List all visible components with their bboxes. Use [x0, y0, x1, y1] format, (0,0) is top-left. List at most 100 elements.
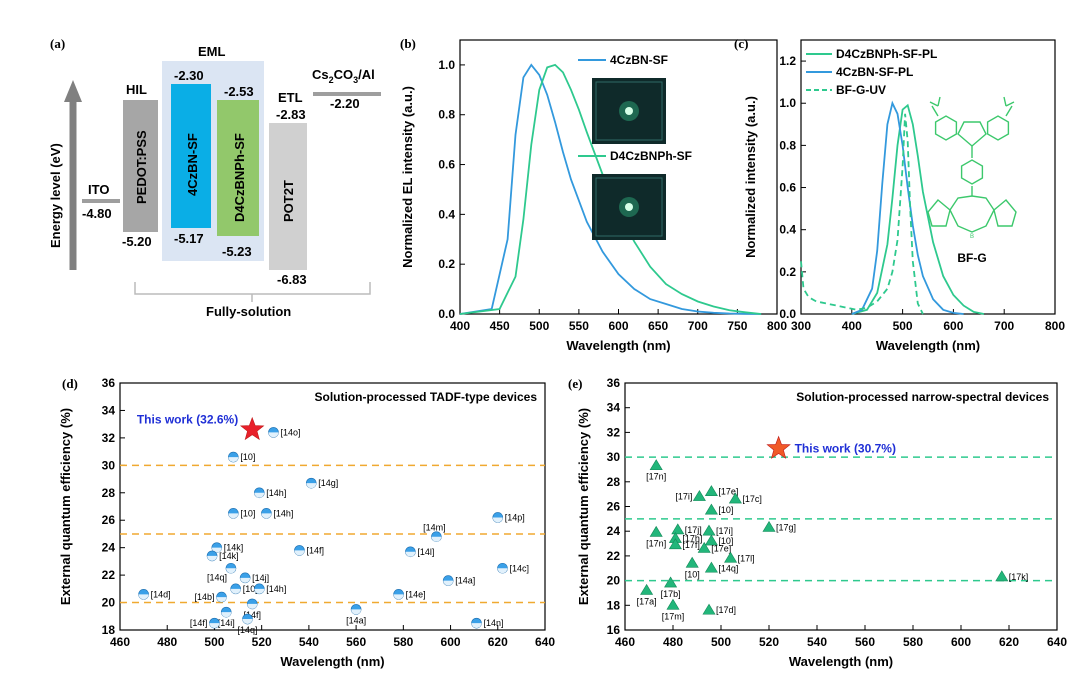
boron-atom-label: B — [970, 234, 974, 240]
data-point-highlight — [209, 623, 220, 629]
molecule-label: BF-G — [957, 251, 986, 265]
phenyl-ring — [960, 159, 984, 185]
data-point — [995, 570, 1009, 582]
data-point-highlight — [230, 588, 241, 594]
plot-frame — [119, 382, 546, 631]
y-tick-label: 18 — [607, 598, 621, 612]
x-tick-label: 300 — [791, 319, 811, 333]
hil-layer-box — [123, 100, 158, 232]
this-work-label: This work (30.7%) — [795, 441, 896, 455]
point-reference-label: [14f] — [243, 610, 261, 620]
point-reference-label: [17l] — [738, 553, 755, 563]
host2-lumo-level: -2.53 — [224, 84, 254, 99]
series-line-4czbn-sf — [459, 63, 762, 315]
data-point-highlight — [228, 513, 239, 519]
panel-label-a: (a) — [50, 36, 65, 51]
legend-label: D4CzBNPh-SF — [610, 149, 692, 163]
data-point-highlight — [207, 555, 218, 561]
y-tick-label: 34 — [102, 403, 116, 417]
x-tick-label: 600 — [943, 319, 963, 333]
point-reference-label: [14n] — [484, 618, 504, 628]
tert-butyl-groups — [929, 96, 1015, 117]
data-point — [668, 538, 682, 550]
data-point-highlight — [240, 577, 251, 583]
y-axis-title: External quantum efficiency (%) — [58, 408, 73, 605]
y-tick-label: 36 — [102, 376, 116, 390]
etl-group-label: ETL — [278, 90, 303, 105]
annotation-title: Solution-processed narrow-spectral devic… — [796, 390, 1049, 404]
y-tick-label: 0.0 — [779, 307, 796, 321]
data-point — [702, 603, 716, 615]
cathode-name: Cs2CO3/Al — [312, 67, 375, 85]
data-point — [664, 576, 678, 588]
x-tick-label: 400 — [842, 319, 862, 333]
point-reference-label: [14o] — [280, 427, 300, 437]
emission-spot — [625, 107, 633, 115]
x-tick-label: 600 — [951, 635, 971, 649]
x-tick-label: 500 — [204, 635, 224, 649]
y-tick-label: 18 — [102, 623, 116, 637]
point-reference-label: [17c] — [742, 494, 762, 504]
point-reference-label: [14k] — [219, 551, 239, 561]
point-reference-label: [14f] — [306, 545, 324, 555]
series-line-4czbn-sf-pl — [851, 100, 964, 315]
data-point — [640, 583, 654, 595]
x-axis-title: Wavelength (nm) — [280, 654, 384, 669]
fully-solution-label: Fully-solution — [206, 304, 291, 319]
y-tick-label: 0.0 — [438, 307, 455, 321]
data-point-highlight — [216, 597, 227, 603]
x-tick-label: 500 — [711, 635, 731, 649]
x-tick-label: 600 — [441, 635, 461, 649]
point-reference-label: [10] — [240, 452, 255, 462]
point-reference-label: [17d] — [716, 605, 736, 615]
tadf-eqe-chart: 460 480 500 520 540 560 580 600 620 640 18 20 22 24 26… — [58, 376, 555, 669]
data-point — [704, 561, 718, 573]
x-tick-label: 640 — [535, 635, 555, 649]
panel-label-e: (e) — [568, 376, 582, 391]
x-tick-label: 620 — [488, 635, 508, 649]
x-tick-label: 640 — [1047, 635, 1067, 649]
point-reference-label: [17e] — [718, 487, 738, 497]
this-work-star — [239, 416, 265, 441]
host1-layer-box — [171, 84, 211, 228]
point-reference-label: [10] — [718, 536, 733, 546]
data-point — [692, 490, 706, 501]
x-tick-label: 550 — [569, 319, 589, 333]
pyrrole-right — [993, 199, 1017, 227]
etl-layer-box — [269, 123, 307, 270]
point-reference-label: [14a] — [455, 576, 475, 586]
hil-group-label: HIL — [126, 82, 147, 97]
point-reference-label: [17i] — [675, 492, 692, 502]
energy-level-diagram: (a) Energy level (eV) ITO -4.80 HIL PEDO… — [48, 36, 381, 319]
data-point-highlight — [431, 536, 442, 542]
hil-layer-name: PEDOT:PSS — [134, 130, 149, 204]
point-reference-label: [17n] — [646, 538, 666, 548]
x-tick-label: 400 — [450, 319, 470, 333]
x-tick-label: 620 — [999, 635, 1019, 649]
point-reference-label: [14l] — [417, 547, 434, 557]
hil-homo-level: -5.20 — [122, 234, 152, 249]
data-point-highlight — [228, 457, 239, 463]
point-reference-label: [14m] — [423, 523, 446, 533]
host2-homo-level: -5.23 — [222, 244, 252, 259]
point-reference-label: [17i] — [716, 526, 733, 536]
legend-label: BF-G-UV — [836, 83, 886, 97]
legend-label: 4CzBN-SF-PL — [836, 65, 913, 79]
y-tick-label: 30 — [102, 458, 116, 472]
x-tick-label: 540 — [299, 635, 319, 649]
x-tick-label: 800 — [767, 319, 787, 333]
y-tick-label: 1.0 — [438, 58, 455, 72]
point-reference-label: [14j] — [252, 573, 269, 583]
data-point — [728, 492, 742, 504]
point-reference-label: [17n] — [646, 472, 666, 482]
y-tick-label: 28 — [102, 486, 116, 500]
point-reference-label: [14g] — [318, 478, 338, 488]
x-tick-label: 480 — [663, 635, 683, 649]
point-reference-label: [14b] — [194, 592, 214, 602]
point-reference-label: [17j] — [685, 525, 702, 535]
x-tick-label: 460 — [615, 635, 635, 649]
y-tick-label: 0.8 — [779, 138, 796, 152]
pl-uv-spectra-chart: 300 400 500 600 700 8000.00.20.40.60.81.01.2W… — [743, 39, 1065, 353]
y-tick-label: 0.6 — [779, 181, 796, 195]
